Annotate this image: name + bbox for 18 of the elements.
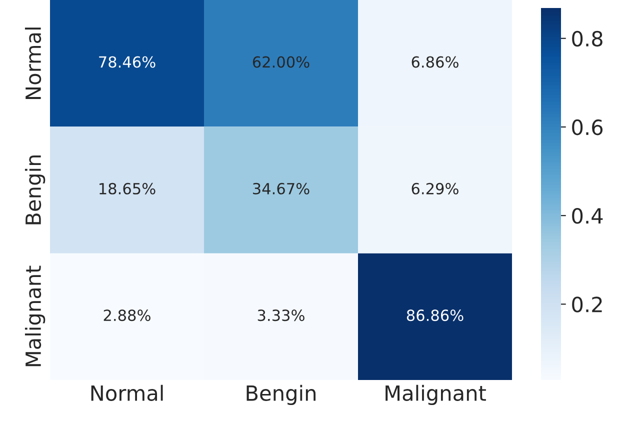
color-bar-label: 0.6 bbox=[572, 119, 603, 136]
data-label: 2.88% bbox=[104, 310, 150, 322]
x-tick-label: Bengin bbox=[246, 384, 316, 406]
data-label: 62.00% bbox=[252, 56, 310, 68]
data-label: 34.67% bbox=[253, 182, 310, 194]
data-label: 78.46% bbox=[99, 56, 156, 68]
data-label: 3.33% bbox=[258, 310, 304, 322]
x-tick-label: Normal bbox=[91, 384, 163, 401]
color-bar-label: 0.2 bbox=[572, 296, 602, 312]
x-tick-label: Malignant bbox=[386, 384, 486, 406]
y-tick-label: Bengin bbox=[24, 156, 46, 224]
data-label: 6.86% bbox=[412, 56, 458, 68]
data-label: 6.29% bbox=[412, 182, 458, 194]
data-label: 86.86% bbox=[406, 310, 464, 322]
y-tick-label: Normal bbox=[24, 28, 42, 99]
data-label: 18.65% bbox=[100, 182, 156, 194]
color-bar-label: 0.4 bbox=[572, 208, 603, 224]
color-bar-label: 0.8 bbox=[572, 30, 602, 47]
